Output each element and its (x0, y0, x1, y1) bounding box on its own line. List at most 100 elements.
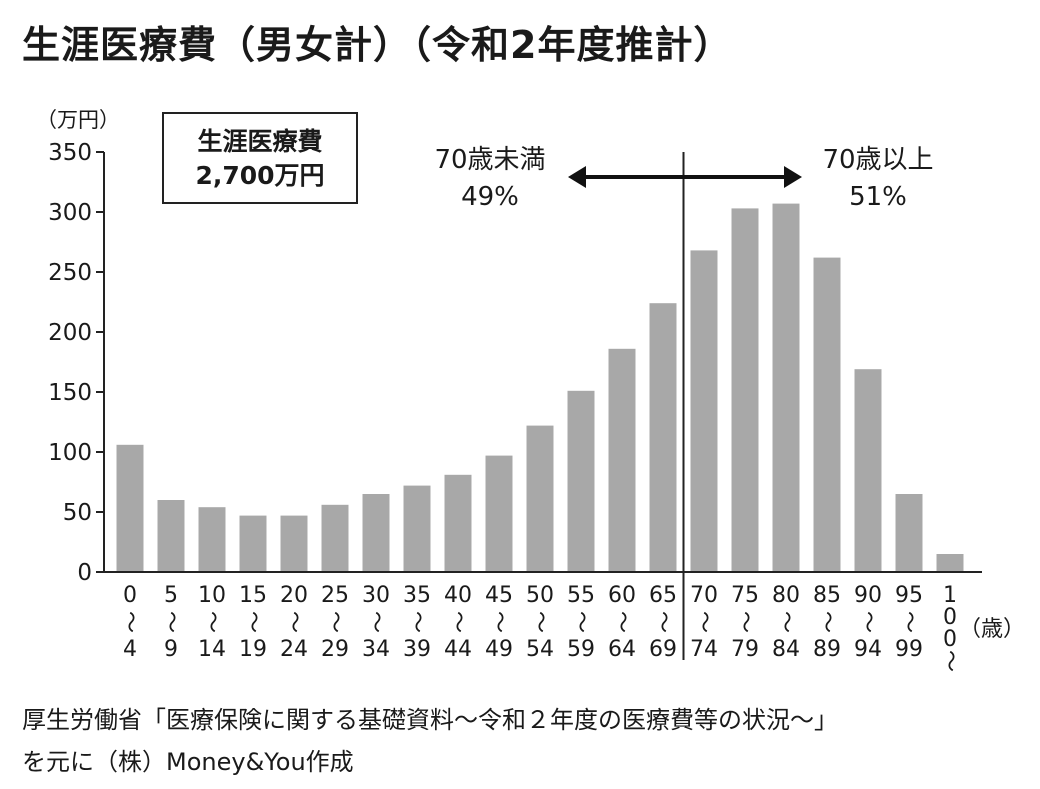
x-tick-label: ～ (609, 611, 634, 633)
x-tick-label: 65 (649, 583, 677, 608)
x-tick-label: 89 (813, 637, 841, 662)
bar (608, 348, 636, 572)
y-tick-label: 200 (48, 320, 92, 346)
x-tick-label: 75 (731, 583, 759, 608)
x-tick-label: ～ (527, 611, 552, 633)
x-tick-label: 80 (772, 583, 800, 608)
x-tick-label: ～ (814, 611, 839, 633)
x-tick-label: 34 (362, 637, 390, 662)
y-axis-unit: （万円） (36, 108, 120, 132)
bar (936, 554, 964, 572)
x-tick-label: ～ (199, 611, 224, 633)
bar (526, 425, 554, 572)
x-tick-label: 84 (772, 637, 800, 662)
y-tick-label: 50 (63, 500, 92, 526)
x-tick-label: 14 (198, 637, 226, 662)
x-tick-label: 24 (280, 637, 308, 662)
x-tick-label: 15 (239, 583, 267, 608)
x-tick-label: 29 (321, 637, 349, 662)
bar (854, 369, 882, 572)
under70-share: 49% (461, 182, 519, 212)
x-tick-label: ～ (240, 611, 265, 633)
bar (280, 515, 308, 572)
x-tick-label: 49 (485, 637, 513, 662)
x-tick-label: ～ (732, 611, 757, 633)
x-tick-label: 90 (854, 583, 882, 608)
x-tick-label: ～ (650, 611, 675, 633)
over70-share: 51% (849, 182, 907, 212)
x-tick-label: 30 (362, 583, 390, 608)
bar (649, 303, 677, 572)
x-tick-label: 20 (280, 583, 308, 608)
x-tick-label: ～ (281, 611, 306, 633)
x-tick-label: 74 (690, 637, 718, 662)
x-tick-label: 85 (813, 583, 841, 608)
bar-chart: 0501001502002503003500～45～910～1415～1920～… (48, 140, 1025, 672)
bar (157, 500, 185, 572)
y-tick-label: 250 (48, 260, 92, 286)
bar (444, 474, 472, 572)
bar (895, 494, 923, 572)
x-tick-label: ～ (896, 611, 921, 633)
over70-label: 70歳以上 (822, 145, 933, 175)
source-note-2: を元に（株）Money&You作成 (22, 748, 354, 776)
x-tick-label: 59 (567, 637, 595, 662)
x-tick-label: 50 (526, 583, 554, 608)
arrow-left-head (568, 166, 586, 188)
x-tick-label: 99 (895, 637, 923, 662)
bar (813, 257, 841, 572)
x-tick-label: 35 (403, 583, 431, 608)
x-tick-label: 10 (198, 583, 226, 608)
bar (567, 390, 595, 572)
bar (772, 203, 800, 572)
y-tick-label: 150 (48, 380, 92, 406)
x-tick-label: ～ (855, 611, 880, 633)
x-tick-label: 55 (567, 583, 595, 608)
total-box: 生涯医療費 2,700万円 (162, 112, 358, 204)
bar (239, 515, 267, 572)
x-axis-unit: （歳） (959, 617, 1025, 642)
x-tick-label: ～ (937, 650, 962, 672)
y-tick-label: 100 (48, 440, 92, 466)
x-tick-label: 70 (690, 583, 718, 608)
bar (690, 250, 718, 572)
x-tick-label: ～ (773, 611, 798, 633)
x-tick-label: 54 (526, 637, 554, 662)
x-tick-label: 64 (608, 637, 636, 662)
x-tick-label: 94 (854, 637, 882, 662)
x-tick-label: ～ (445, 611, 470, 633)
x-tick-label: 60 (608, 583, 636, 608)
y-tick-label: 300 (48, 200, 92, 226)
bar (116, 444, 144, 572)
x-tick-label: ～ (322, 611, 347, 633)
x-tick-label: 79 (731, 637, 759, 662)
bar (731, 208, 759, 572)
bar (362, 494, 390, 572)
x-tick-label: ～ (117, 611, 142, 633)
x-tick-label: 40 (444, 583, 472, 608)
x-tick-label: 69 (649, 637, 677, 662)
source-note: 厚生労働省「医療保険に関する基礎資料～令和２年度の医療費等の状況～」 (22, 706, 838, 734)
total-box-value: 2,700万円 (195, 161, 325, 190)
arrow-right-head (784, 166, 802, 188)
y-tick-label: 350 (48, 140, 92, 166)
x-tick-label: 9 (164, 637, 178, 662)
x-tick-label: ～ (568, 611, 593, 633)
x-tick-label: 1 (943, 583, 957, 608)
bar (198, 507, 226, 572)
x-tick-label: ～ (691, 611, 716, 633)
chart-title: 生涯医療費（男女計）（令和2年度推計） (22, 23, 733, 67)
y-tick-label: 0 (77, 560, 92, 586)
x-tick-label: 44 (444, 637, 472, 662)
x-tick-label: 0 (943, 605, 957, 630)
x-tick-label: 5 (164, 583, 178, 608)
x-tick-label: 4 (123, 637, 137, 662)
x-tick-label: ～ (486, 611, 511, 633)
bar (403, 485, 431, 572)
bar (485, 455, 513, 572)
x-tick-label: 19 (239, 637, 267, 662)
total-box-label: 生涯医療費 (197, 127, 323, 156)
x-tick-label: 39 (403, 637, 431, 662)
x-tick-label: ～ (404, 611, 429, 633)
x-tick-label: 45 (485, 583, 513, 608)
